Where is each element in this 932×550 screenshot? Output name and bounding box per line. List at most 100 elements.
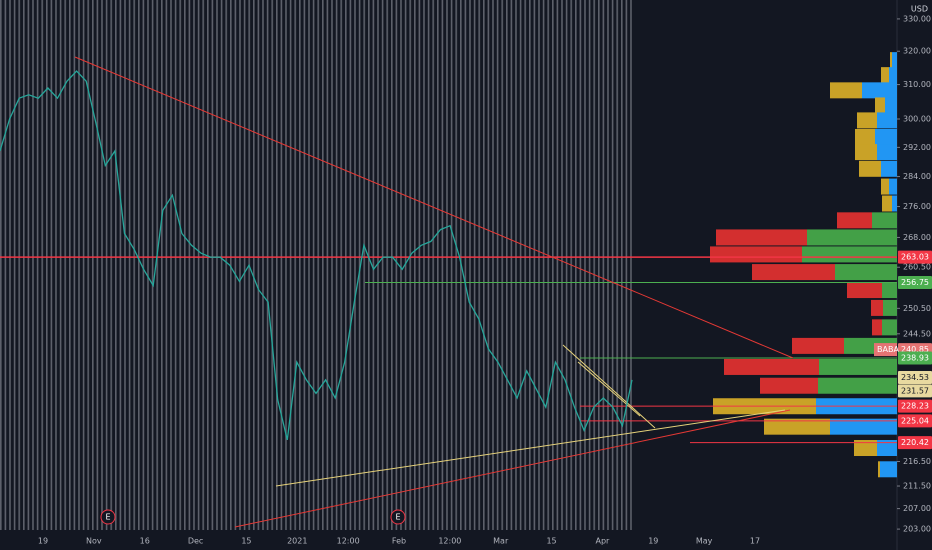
trend-line <box>74 56 794 359</box>
y-tick-label: 211.50 <box>903 482 931 491</box>
price-tag <box>898 351 932 365</box>
event-label: E <box>395 513 400 522</box>
profile-up <box>835 264 897 281</box>
profile-down <box>881 178 889 195</box>
profile-down <box>859 160 881 177</box>
profile-down <box>882 195 892 212</box>
event-label: E <box>105 513 110 522</box>
profile-down <box>855 144 877 161</box>
x-tick-label: Feb <box>392 537 406 546</box>
x-tick-label: 15 <box>546 537 556 546</box>
price-line <box>0 70 633 441</box>
y-tick-label: 207.00 <box>903 504 931 513</box>
profile-down <box>837 212 872 229</box>
price-tag <box>898 371 932 385</box>
profile-up <box>889 178 897 195</box>
y-tick-label: 292.00 <box>903 143 931 152</box>
price-tag-label: 240.85 <box>901 345 929 354</box>
profile-up <box>892 195 897 212</box>
price <box>0 70 633 441</box>
profile-up <box>819 358 897 375</box>
profile-up <box>892 52 897 69</box>
price-tag-label: 225.04 <box>901 416 929 425</box>
x-tick-label: Mar <box>493 537 509 546</box>
event-marker[interactable] <box>100 509 116 525</box>
price-tag-label: 228.23 <box>901 402 929 411</box>
y-tick-label: 203.00 <box>903 525 931 534</box>
profile-up <box>807 229 897 246</box>
profile-down <box>875 97 885 114</box>
x-axis: 19 Nov 16 Dec 15 2021 12:00 Feb 12:00 Mar 15 Apr 19 M… <box>38 537 760 546</box>
profile-down <box>871 299 883 316</box>
profile-down <box>752 264 835 281</box>
trend-lines <box>74 56 794 528</box>
profile-up <box>883 299 897 316</box>
profile-up <box>818 377 897 394</box>
profile-up <box>881 160 897 177</box>
profile-up <box>872 212 897 229</box>
x-tick-label: 19 <box>648 537 658 546</box>
x-tick-label: 12:00 <box>337 537 360 546</box>
y-tick-label: 300.00 <box>903 114 931 123</box>
price-tag <box>898 414 932 428</box>
currency: USD <box>911 5 928 14</box>
price-tag <box>898 275 932 289</box>
profile-up <box>830 418 897 435</box>
profile-down <box>890 52 892 69</box>
profile-down <box>878 461 880 478</box>
profile-down <box>764 418 830 435</box>
price-tag-label: 231.57 <box>901 386 929 395</box>
volume-profile <box>710 52 897 478</box>
price-tag-label: 234.53 <box>901 373 929 382</box>
symbol-tag <box>874 343 897 357</box>
profile-down <box>854 440 877 457</box>
y-tick-label: 284.00 <box>903 172 931 181</box>
profile-down <box>847 282 882 299</box>
price-tag <box>898 436 932 450</box>
y-tick-label: 216.50 <box>903 457 931 466</box>
profile-up <box>880 461 897 478</box>
profile-down <box>724 358 819 375</box>
profile-up <box>877 440 897 457</box>
y-tick-label: 330.00 <box>903 14 931 23</box>
x-tick-label: Dec <box>188 537 203 546</box>
event-marker[interactable] <box>390 509 406 525</box>
y-tick-label: 250.50 <box>903 304 931 313</box>
y-tick-label: 260.50 <box>903 263 931 272</box>
price-tag-label: 263.03 <box>901 253 929 262</box>
trend-line <box>577 361 641 417</box>
profile-up <box>802 246 897 263</box>
x-tick-label: Nov <box>86 537 102 546</box>
y-tick-label: 276.00 <box>903 202 931 211</box>
y-tick-label: 320.00 <box>903 47 931 56</box>
profile-up <box>877 144 897 161</box>
profile-up <box>875 128 897 145</box>
profile-up <box>862 82 897 99</box>
profile-up <box>885 97 897 114</box>
profile-down <box>881 67 889 84</box>
trend-line <box>562 344 656 429</box>
price-tag-label: 238.93 <box>901 353 929 362</box>
x-tick-label: Apr <box>596 537 611 546</box>
profile-up <box>877 112 897 129</box>
x-tick-label: 17 <box>750 537 760 546</box>
x-tick-label: May <box>696 537 713 546</box>
price-tag-label: 220.42 <box>901 438 929 447</box>
price-tag <box>898 399 932 413</box>
trend-line <box>275 409 786 487</box>
profile-down <box>760 377 818 394</box>
profile-down <box>792 337 844 354</box>
x-tick-label: 2021 <box>287 537 307 546</box>
y-axis: 330.00 320.00 310.00 300.00 292.00 284.00 276.… <box>874 14 932 534</box>
profile-up <box>889 67 897 84</box>
bar-stripes <box>0 0 632 530</box>
x-tick-label: 19 <box>38 537 48 546</box>
price-tag-label: 256.75 <box>901 278 929 287</box>
x-tick-label: 12:00 <box>438 537 461 546</box>
profile-down <box>830 82 862 99</box>
symbol-label: BABA <box>877 345 899 354</box>
profile-down <box>710 246 802 263</box>
y-tick-label: 268.00 <box>903 233 931 242</box>
profile-down <box>872 319 882 336</box>
